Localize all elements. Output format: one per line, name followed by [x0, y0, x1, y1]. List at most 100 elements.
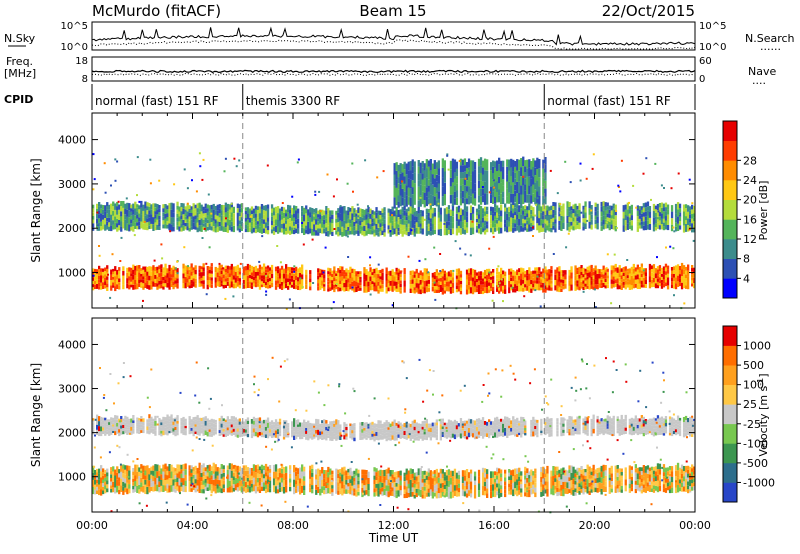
heatmap-cell — [240, 467, 243, 474]
heatmap-cell — [459, 290, 463, 295]
heatmap-cell — [481, 278, 485, 282]
heatmap-cell — [628, 273, 631, 280]
heatmap-cell — [624, 270, 627, 276]
heatmap-cell — [347, 230, 350, 235]
heatmap-cell — [92, 188, 95, 191]
heatmap-cell — [598, 477, 601, 483]
heatmap-cell — [602, 471, 605, 479]
heatmap-cell — [146, 218, 149, 223]
heatmap-cell — [285, 209, 288, 214]
heatmap-cell — [504, 227, 507, 232]
heatmap-cell — [347, 274, 350, 279]
heatmap-cell — [260, 275, 264, 279]
heatmap-cell — [492, 272, 495, 277]
heatmap-cell — [210, 280, 213, 285]
heatmap-cell — [530, 475, 533, 482]
heatmap-cell — [560, 276, 563, 280]
heatmap-cell — [323, 215, 326, 220]
heatmap-cell — [650, 473, 654, 478]
heatmap-cell — [357, 279, 360, 283]
heatmap-cell — [126, 267, 129, 273]
heatmap-cell — [140, 214, 143, 222]
heatmap-cell — [289, 469, 292, 474]
heatmap-cell — [246, 488, 250, 493]
heatmap-cell — [391, 274, 394, 281]
heatmap-cell — [329, 228, 332, 235]
heatmap-cell — [176, 468, 179, 474]
heatmap-cell — [266, 217, 270, 222]
heatmap-cell — [158, 465, 161, 471]
heatmap-cell — [120, 206, 123, 212]
heatmap-cell — [94, 272, 97, 277]
heatmap-cell — [447, 225, 451, 230]
heatmap-cell — [465, 222, 469, 228]
heatmap-cell — [666, 204, 670, 210]
heatmap-cell — [572, 466, 575, 473]
heatmap-cell — [351, 268, 354, 274]
heatmap-cell — [674, 470, 678, 477]
heatmap-cell — [556, 267, 559, 274]
heatmap-cell — [174, 280, 177, 284]
heatmap-cell — [148, 221, 151, 226]
heatmap-cell — [687, 225, 690, 232]
heatmap-cell — [544, 157, 547, 165]
heatmap-cell — [351, 227, 354, 235]
heatmap-cell — [660, 285, 664, 289]
heatmap-cell — [413, 483, 416, 488]
heatmap-cell — [546, 281, 549, 285]
heatmap-cell — [238, 159, 241, 162]
heatmap-cell — [510, 281, 513, 285]
heatmap-cell — [658, 271, 662, 275]
heatmap-cell — [620, 275, 623, 280]
heatmap-cell — [166, 268, 169, 274]
heatmap-cell — [534, 280, 537, 284]
heatmap-cell — [152, 217, 155, 224]
heatmap-cell — [317, 214, 320, 218]
heatmap-cell — [421, 161, 424, 168]
heatmap-cell — [421, 173, 424, 180]
heatmap-cell — [261, 235, 264, 238]
heatmap-cell — [246, 481, 250, 485]
heatmap-cell — [371, 269, 374, 273]
heatmap-cell — [176, 272, 179, 275]
heatmap-cell — [228, 469, 231, 475]
heatmap-cell — [190, 480, 193, 485]
heatmap-cell — [606, 206, 609, 210]
heatmap-cell — [482, 228, 485, 231]
heatmap-cell — [634, 489, 637, 494]
heatmap-cell — [560, 273, 563, 277]
heatmap-cell — [520, 471, 523, 476]
heatmap-cell — [520, 225, 523, 232]
heatmap-cell — [136, 222, 139, 226]
heatmap-cell — [494, 168, 497, 176]
heatmap-cell — [248, 227, 252, 232]
heatmap-cell — [532, 484, 535, 490]
heatmap-cell — [582, 270, 585, 275]
heatmap-cell — [483, 275, 487, 282]
heatmap-cell — [240, 226, 243, 231]
heatmap-cell — [371, 281, 374, 285]
heatmap-cell — [212, 226, 215, 232]
heatmap-cell — [118, 481, 121, 486]
heatmap-cell — [116, 269, 119, 275]
heatmap-cell — [282, 486, 286, 494]
heatmap-cell — [110, 474, 113, 478]
heatmap-cell — [441, 158, 444, 168]
heatmap-cell — [579, 179, 582, 182]
heatmap-cell — [530, 214, 533, 219]
heatmap-cell — [244, 218, 248, 222]
heatmap-cell — [399, 485, 402, 491]
heatmap-cell — [174, 273, 177, 278]
heatmap-cell — [437, 477, 440, 483]
heatmap-cell — [642, 172, 645, 175]
heatmap-cell — [457, 483, 461, 488]
heatmap-cell — [293, 221, 296, 226]
heatmap-cell — [353, 226, 356, 231]
heatmap-cell — [676, 209, 680, 217]
heatmap-cell — [172, 222, 175, 227]
heatmap-cell — [592, 470, 595, 476]
heatmap-cell — [349, 475, 352, 480]
heatmap-cell — [475, 285, 479, 289]
heatmap-cell — [152, 203, 155, 211]
heatmap-cell — [192, 272, 195, 276]
